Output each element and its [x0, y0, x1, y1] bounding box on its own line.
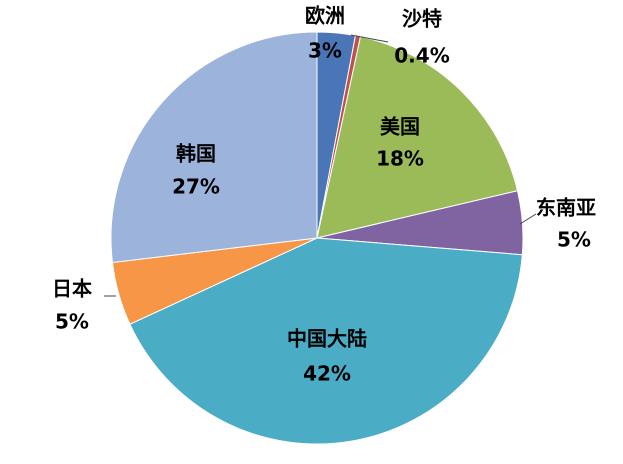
slice-label: 韩国 — [176, 142, 216, 166]
leader-line — [350, 34, 389, 43]
slice-label: 中国大陆 — [287, 327, 367, 351]
pie — [110, 31, 524, 445]
value-label: 5% — [557, 228, 591, 252]
leader-lines — [104, 34, 537, 297]
leader-line — [519, 213, 537, 225]
value-label: 27% — [172, 175, 220, 199]
value-label: 5% — [55, 310, 89, 334]
value-label: 0.4% — [394, 44, 449, 68]
slice-label: 东南亚 — [536, 196, 596, 220]
pie-slice — [129, 237, 523, 445]
slice-label: 沙特 — [402, 7, 442, 31]
value-label: 3% — [308, 39, 342, 63]
value-label: 42% — [303, 362, 351, 386]
pie-slice — [110, 31, 318, 263]
slice-label: 欧洲 — [305, 4, 345, 28]
pie-slice — [316, 36, 519, 239]
slice-label: 美国 — [380, 115, 420, 139]
value-label: 18% — [376, 147, 424, 171]
slice-label: 日本 — [52, 277, 92, 301]
